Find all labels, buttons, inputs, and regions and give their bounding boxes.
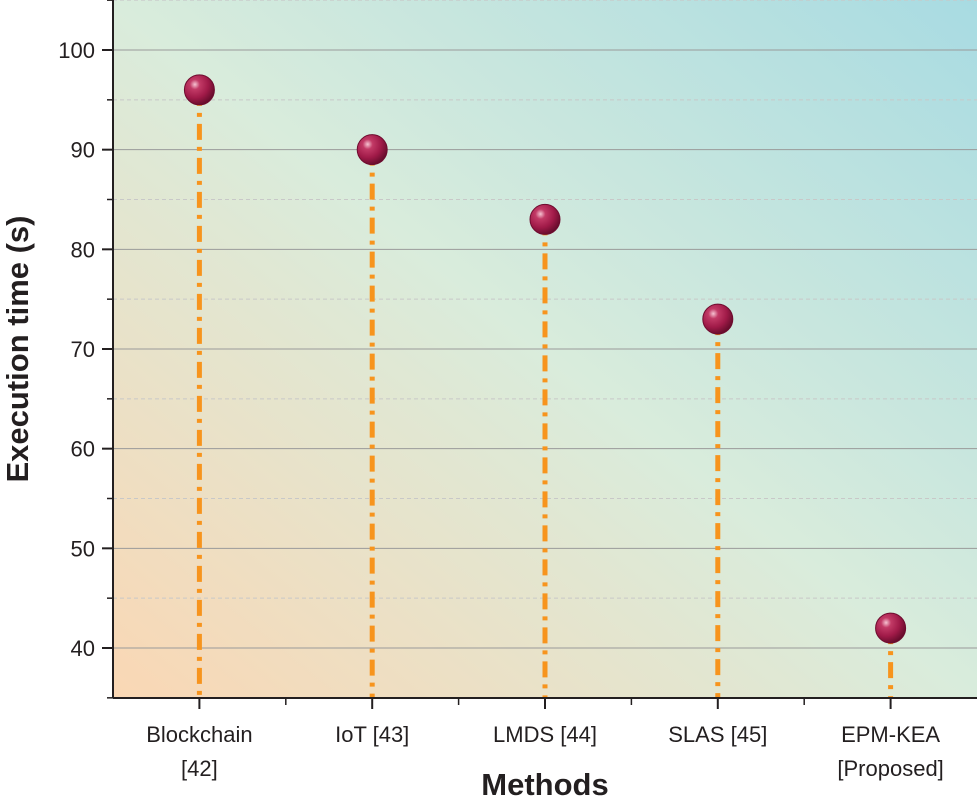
y-tick-label: 60 (71, 437, 95, 462)
data-point (529, 203, 561, 235)
x-tick-label-line2: [42] (181, 756, 218, 781)
x-tick-label: Blockchain (146, 722, 252, 747)
x-axis-title: Methods (481, 767, 608, 799)
data-point (356, 134, 388, 166)
x-tick-label: IoT [43] (335, 722, 409, 747)
data-point (702, 303, 734, 335)
x-tick-label-line2: [Proposed] (837, 756, 943, 781)
y-tick-label: 40 (71, 636, 95, 661)
x-tick-label: EPM-KEA (841, 722, 940, 747)
y-tick-label: 90 (71, 138, 95, 163)
major-gridlines (113, 49, 977, 649)
data-point (875, 612, 907, 644)
x-axis-ticks: Blockchain [42] IoT [43] LMDS [44] SLAS [45]… (146, 698, 944, 781)
lollipop-stems (196, 89, 894, 698)
y-tick-label: 80 (71, 237, 95, 262)
x-tick-label: SLAS [45] (668, 722, 767, 747)
y-axis-title: Execution time (s) (0, 216, 35, 483)
x-tick-label: LMDS [44] (493, 722, 597, 747)
data-markers (183, 74, 907, 644)
data-point (183, 74, 215, 106)
y-tick-label: 50 (71, 536, 95, 561)
y-tick-label: 100 (58, 38, 95, 63)
y-axis-ticks: 40 50 60 70 80 90 100 (58, 0, 113, 699)
y-tick-label: 70 (71, 337, 95, 362)
